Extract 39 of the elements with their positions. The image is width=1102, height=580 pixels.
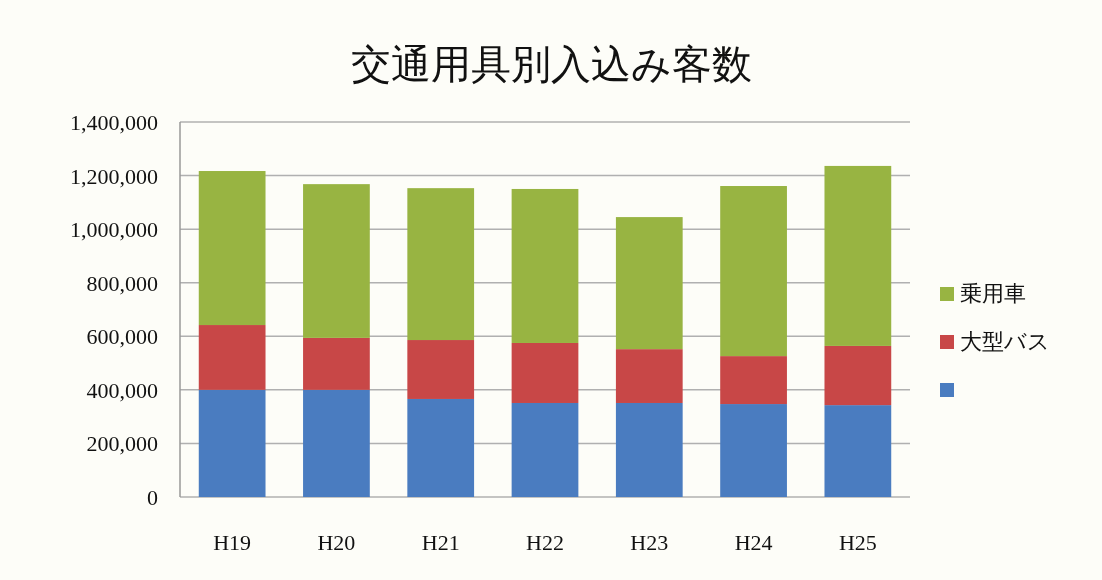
x-tick-label: H25: [838, 530, 877, 555]
y-tick-label: 1,400,000: [70, 110, 158, 135]
y-tick-label: 400,000: [86, 377, 158, 403]
bar: [511, 402, 579, 497]
chart-title: 交通用具別入込み客数: [350, 42, 752, 87]
bar: [407, 340, 475, 399]
bar: [198, 325, 266, 390]
y-tick-label: 200,000: [86, 431, 158, 457]
y-tick-label: 1,200,000: [70, 163, 158, 189]
bar: [824, 345, 892, 406]
y-tick-label: 1,000,000: [70, 217, 158, 243]
bar: [615, 349, 683, 403]
y-tick-label: 0: [147, 485, 158, 510]
bar: [303, 389, 370, 497]
y-tick-label: 800,000: [86, 270, 158, 296]
bar: [198, 389, 266, 497]
x-tick-label: H20: [317, 530, 356, 555]
x-tick-label: H22: [526, 530, 564, 555]
bar: [720, 404, 787, 497]
bar: [407, 398, 475, 497]
bar: [824, 405, 892, 497]
x-tick-label: H23: [630, 530, 669, 555]
bar: [720, 356, 787, 405]
bar: [720, 186, 787, 357]
x-tick-label: H21: [421, 530, 460, 555]
bar: [407, 188, 475, 341]
x-tick-label: H19: [213, 530, 252, 555]
bar: [615, 402, 683, 497]
legend-label: 乗用車: [960, 281, 1026, 306]
bar: [511, 342, 579, 403]
bar: [303, 184, 370, 338]
bar: [198, 171, 266, 326]
bar: [511, 188, 579, 343]
legend-label: 大型バス: [960, 329, 1050, 354]
y-tick-label: 600,000: [86, 324, 158, 350]
bar: [303, 337, 370, 390]
x-tick-label: H24: [734, 530, 773, 555]
bar: [824, 165, 892, 346]
bar: [615, 217, 683, 350]
